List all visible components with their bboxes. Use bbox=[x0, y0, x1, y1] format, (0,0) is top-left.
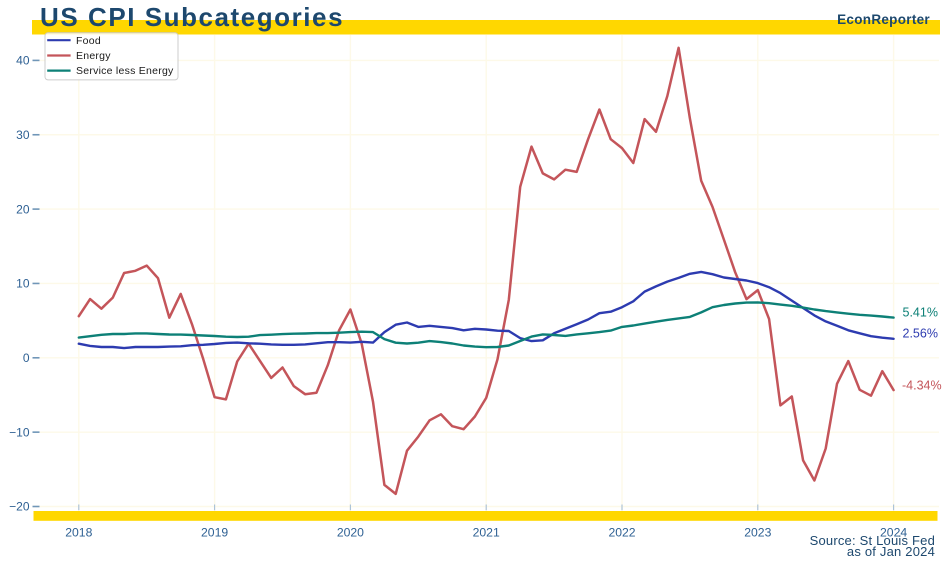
svg-text:EconReporter: EconReporter bbox=[837, 12, 930, 27]
svg-text:2023: 2023 bbox=[744, 525, 771, 539]
svg-text:Service less Energy: Service less Energy bbox=[76, 65, 174, 77]
svg-text:-4.34%: -4.34% bbox=[902, 378, 942, 392]
svg-text:2019: 2019 bbox=[201, 525, 228, 539]
svg-text:20: 20 bbox=[16, 202, 30, 216]
svg-text:Source: St Louis Fed: Source: St Louis Fed bbox=[810, 533, 935, 548]
svg-text:2024: 2024 bbox=[880, 525, 907, 539]
svg-text:2018: 2018 bbox=[65, 525, 92, 539]
svg-text:−20: −20 bbox=[9, 500, 30, 514]
svg-text:as of Jan 2024: as of Jan 2024 bbox=[847, 544, 935, 559]
svg-text:10: 10 bbox=[16, 277, 30, 291]
svg-text:−10: −10 bbox=[9, 425, 30, 439]
svg-text:5.41%: 5.41% bbox=[903, 306, 938, 320]
svg-text:30: 30 bbox=[16, 128, 30, 142]
svg-text:40: 40 bbox=[16, 54, 30, 68]
svg-text:Energy: Energy bbox=[76, 50, 111, 62]
svg-text:2021: 2021 bbox=[473, 525, 500, 539]
svg-text:2020: 2020 bbox=[337, 525, 364, 539]
svg-text:2.56%: 2.56% bbox=[903, 327, 938, 341]
svg-text:2022: 2022 bbox=[608, 525, 635, 539]
svg-text:Food: Food bbox=[76, 35, 101, 47]
svg-text:0: 0 bbox=[23, 351, 30, 365]
svg-text:US CPI Subcategories: US CPI Subcategories bbox=[40, 2, 344, 32]
